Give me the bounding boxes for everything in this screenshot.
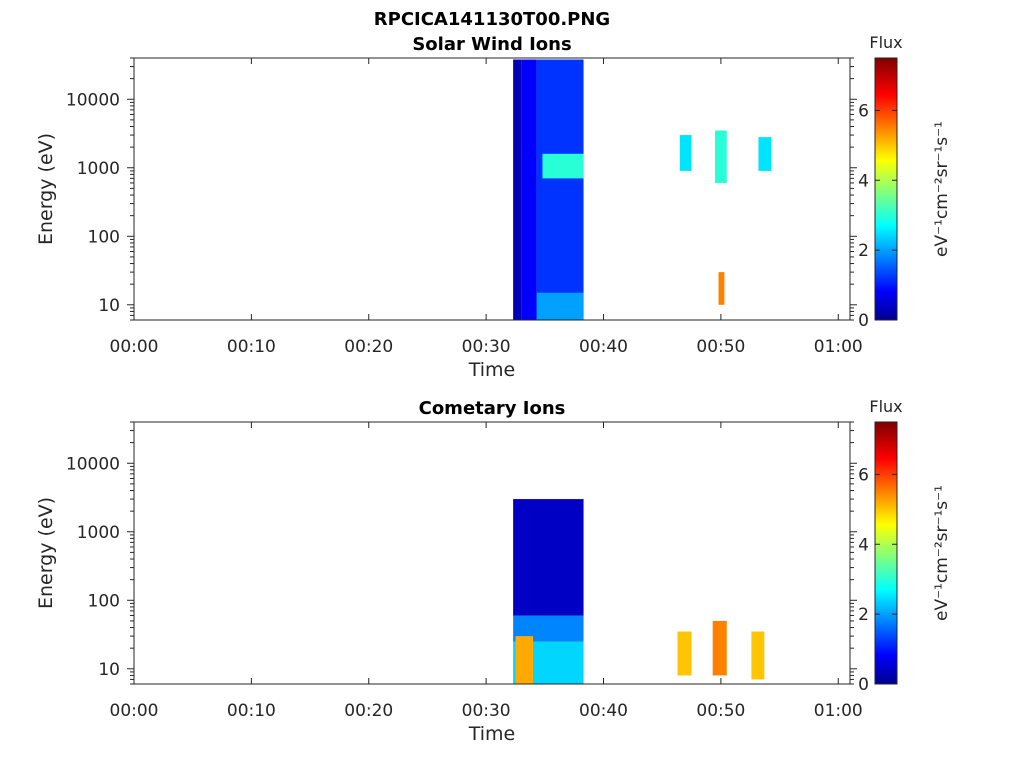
- x-tick-label: 00:00: [110, 337, 159, 357]
- colorbar-tick-label: 2: [858, 241, 869, 261]
- heatmap-region-4: [677, 631, 692, 676]
- plot-area: [134, 58, 850, 320]
- heatmap-region-0: [513, 499, 584, 616]
- x-tick-label: 00:50: [696, 701, 745, 721]
- colorbar-units-label: eV⁻¹cm⁻²sr⁻¹s⁻¹: [932, 121, 952, 257]
- colorbar-tick-label: 2: [858, 605, 869, 625]
- y-tick-label: 1000: [77, 523, 120, 543]
- heatmap-region-1: [521, 59, 537, 320]
- x-tick-label: 00:40: [579, 337, 628, 357]
- colorbar: 0 2 4 6 Flux eV⁻¹cm⁻²sr⁻¹s⁻¹: [858, 33, 952, 331]
- x-tick-label: 00:30: [462, 337, 511, 357]
- colorbar-tick-label: 0: [858, 311, 869, 331]
- colorbar-gradient: [874, 57, 898, 321]
- y-axis-label: Energy (eV): [35, 497, 57, 609]
- heatmap-region-7: [758, 137, 772, 171]
- heatmap-region-4: [536, 292, 584, 320]
- panel-title: Solar Wind Ions: [412, 34, 571, 55]
- heatmap-region-0: [513, 59, 522, 320]
- colorbar-units-label: eV⁻¹cm⁻²sr⁻¹s⁻¹: [932, 485, 952, 621]
- y-axis-label: Energy (eV): [35, 133, 57, 245]
- heatmap-region-8: [718, 272, 725, 305]
- panel-cometary-ions: 00:00 00:10 00:20 00:30 00:40 00:50 01:00 10 100…: [35, 397, 952, 745]
- x-tick-label: 00:00: [110, 701, 159, 721]
- x-tick-label: 00:50: [696, 337, 745, 357]
- colorbar-title: Flux: [869, 33, 902, 52]
- y-tick-label: 10000: [66, 90, 120, 110]
- colorbar-tick-label: 6: [858, 101, 869, 121]
- heatmap-region-5: [679, 135, 692, 171]
- panel-solar-wind-ions: 00:00 00:10 00:20 00:30 00:40 00:50 01:00 10 100…: [35, 33, 952, 381]
- x-tick-label: 01:00: [814, 337, 863, 357]
- heatmap-region-2: [536, 59, 584, 320]
- y-tick-label: 100: [88, 591, 120, 611]
- y-tick-label: 10000: [66, 454, 120, 474]
- heatmap-region-3: [515, 636, 534, 684]
- colorbar-tick-label: 6: [858, 465, 869, 485]
- x-axis-label: Time: [468, 359, 516, 381]
- y-tick-label: 1000: [77, 159, 120, 179]
- panel-title: Cometary Ions: [419, 398, 566, 419]
- colorbar-tick-label: 0: [858, 675, 869, 695]
- x-tick-label: 01:00: [814, 701, 863, 721]
- colorbar-title: Flux: [869, 397, 902, 416]
- colorbar: 0 2 4 6 Flux eV⁻¹cm⁻²sr⁻¹s⁻¹: [858, 397, 952, 695]
- plot-area: [134, 422, 850, 684]
- colorbar-tick-label: 4: [858, 171, 869, 191]
- heatmap-region-5: [712, 620, 727, 676]
- heatmap-region-3: [542, 153, 584, 179]
- colorbar-gradient: [874, 421, 898, 685]
- heatmap-cells: [513, 499, 765, 684]
- y-tick-label: 100: [88, 227, 120, 247]
- x-axis-label: Time: [468, 723, 516, 745]
- y-tick-label: 10: [98, 296, 120, 316]
- y-tick-label: 10: [98, 660, 120, 680]
- figure-title: RPCICA141130T00.PNG: [374, 9, 610, 30]
- x-tick-label: 00:10: [227, 701, 276, 721]
- x-tick-label: 00:30: [462, 701, 511, 721]
- x-tick-label: 00:20: [344, 701, 393, 721]
- x-tick-label: 00:40: [579, 701, 628, 721]
- x-tick-label: 00:20: [344, 337, 393, 357]
- heatmap-region-6: [715, 130, 727, 183]
- x-tick-label: 00:10: [227, 337, 276, 357]
- heatmap-region-6: [751, 631, 765, 680]
- heatmap-cells: [513, 59, 772, 320]
- colorbar-tick-label: 4: [858, 535, 869, 555]
